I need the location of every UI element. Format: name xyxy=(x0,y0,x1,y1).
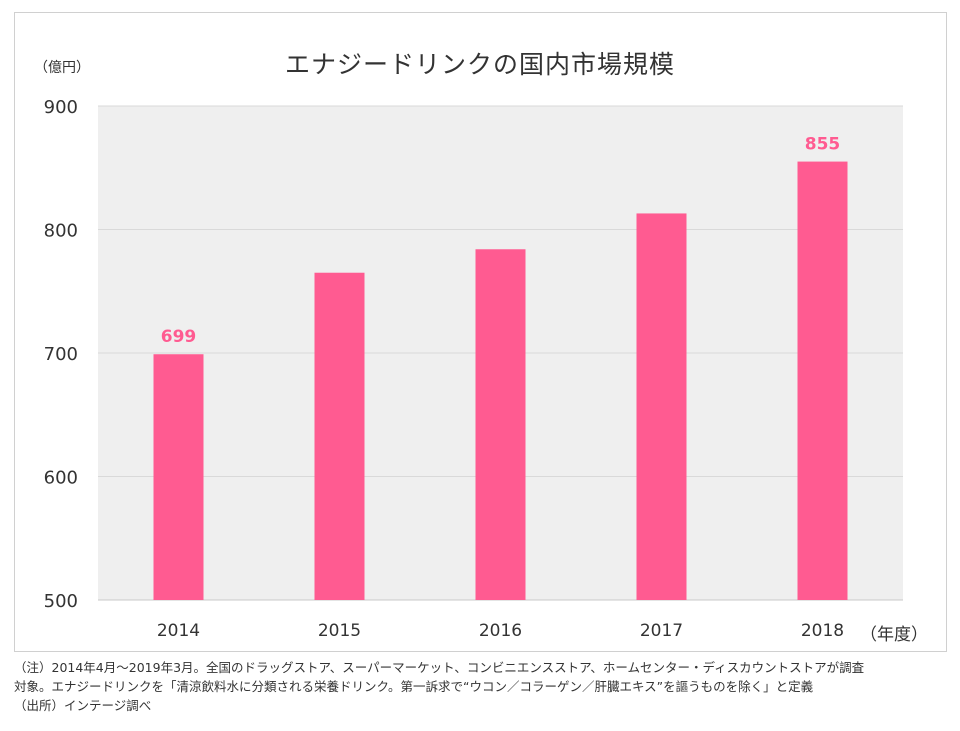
footnote-line: （注）2014年4月～2019年3月。全国のドラッグストア、スーパーマーケット、… xyxy=(14,660,865,675)
y-tick-label: 700 xyxy=(44,344,78,365)
x-tick-label: 2018 xyxy=(801,621,844,641)
x-axis-unit-label: （年度） xyxy=(860,625,928,645)
x-tick-label: 2016 xyxy=(479,621,522,641)
x-tick-label: 2015 xyxy=(318,621,361,641)
footnote-line: （出所）インテージ調べ xyxy=(14,698,152,713)
y-tick-label: 800 xyxy=(44,221,78,242)
footnote-line: 対象。エナジードリンクを「清涼飲料水に分類される栄養ドリンク。第一訴求で“ウコン… xyxy=(14,679,814,694)
chart-title: エナジードリンクの国内市場規模 xyxy=(284,50,675,79)
bar xyxy=(314,272,365,600)
bar xyxy=(475,249,526,600)
data-label: 699 xyxy=(161,327,197,347)
y-tick-label: 600 xyxy=(44,468,78,489)
y-tick-label: 900 xyxy=(44,97,78,118)
footnotes: （注）2014年4月～2019年3月。全国のドラッグストア、スーパーマーケット、… xyxy=(14,658,949,715)
bar-chart: 500 600 700 800 900 2014 699 2015 2016 2017 2018 85… xyxy=(44,97,903,641)
bar xyxy=(153,354,204,600)
y-axis-unit-label: （億円） xyxy=(34,60,90,76)
bar xyxy=(797,161,848,600)
y-tick-label: 500 xyxy=(44,591,78,612)
data-label: 855 xyxy=(805,135,841,155)
x-tick-label: 2014 xyxy=(157,621,200,641)
x-tick-label: 2017 xyxy=(640,621,683,641)
bar xyxy=(636,213,687,600)
